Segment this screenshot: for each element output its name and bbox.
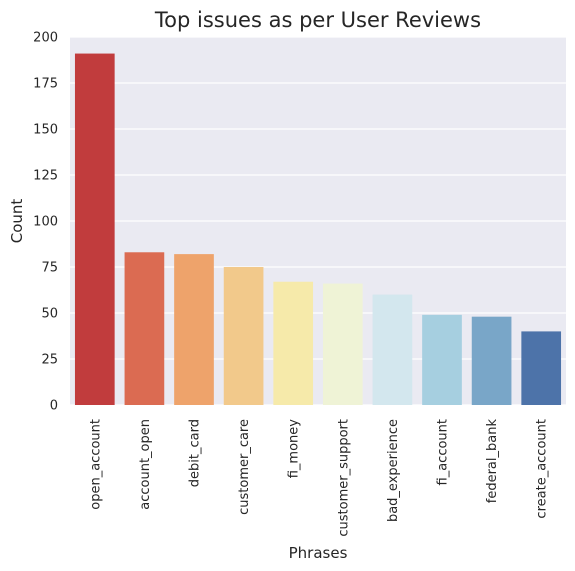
x-tick-label: customer_support — [336, 419, 351, 537]
x-tick-label: create_account — [535, 419, 550, 519]
bar-debit-card — [174, 254, 214, 405]
x-tick-label: customer_care — [237, 419, 252, 515]
x-tick-label: fi_account — [436, 419, 451, 485]
y-axis-label: Count — [8, 199, 26, 244]
y-tick-label: 0 — [50, 399, 58, 414]
y-tick-label: 150 — [33, 123, 58, 138]
bar-federal-bank — [471, 316, 512, 405]
y-tick-label: 50 — [41, 307, 58, 322]
bar-account-open — [124, 252, 165, 405]
x-tick-label: federal_bank — [485, 419, 500, 504]
x-axis-ticks: open_account account_open debit_card custom… — [88, 419, 549, 537]
chart-title: Top issues as per User Reviews — [154, 8, 481, 32]
bar-fi-account — [422, 314, 462, 405]
bar-customer-care — [223, 267, 264, 405]
y-tick-label: 175 — [33, 77, 58, 92]
bar-layer — [74, 53, 562, 406]
x-tick-label: open_account — [88, 419, 103, 510]
y-tick-label: 25 — [41, 353, 58, 368]
x-axis-label: Phrases — [289, 544, 348, 562]
y-tick-label: 75 — [41, 261, 58, 276]
x-tick-label: fi_money — [287, 419, 302, 479]
bar-bad-experience — [372, 294, 413, 405]
bar-fi-money — [273, 281, 314, 405]
y-tick-label: 200 — [33, 31, 58, 46]
y-axis-ticks: 0 25 50 75 100 125 150 175 200 — [33, 31, 58, 414]
bar-open-account — [74, 53, 115, 406]
bar-create-account — [521, 331, 562, 405]
bar-customer-support — [322, 283, 363, 405]
x-tick-label: debit_card — [188, 419, 203, 487]
x-tick-label: account_open — [138, 419, 153, 510]
y-tick-label: 125 — [33, 169, 58, 184]
x-tick-label: bad_experience — [386, 419, 401, 522]
y-tick-label: 100 — [33, 215, 58, 230]
